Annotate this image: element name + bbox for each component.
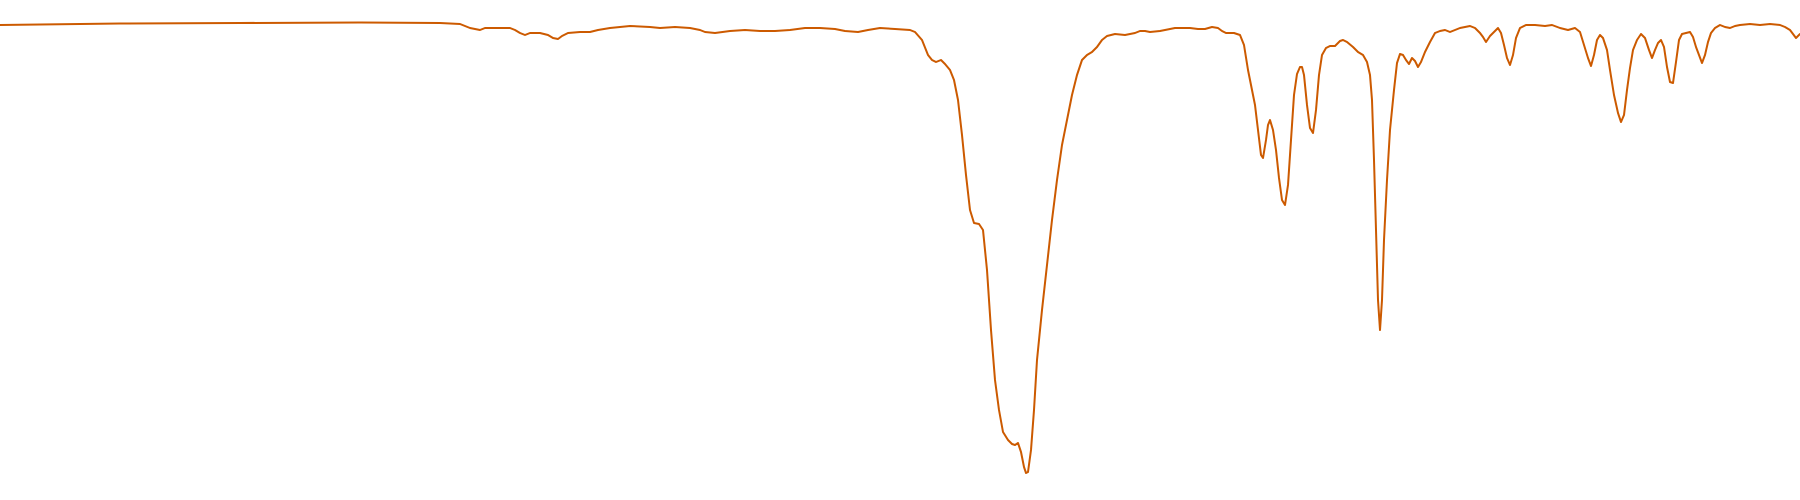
spectrum-series-line: [0, 21, 1800, 474]
